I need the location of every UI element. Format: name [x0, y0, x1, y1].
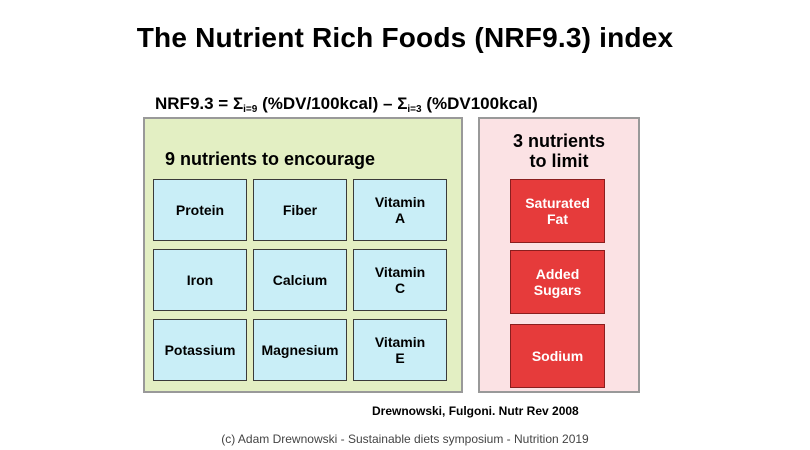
nrf-formula: NRF9.3 = Σi=9 (%DV/100kcal) – Σi=3 (%DV1…: [155, 94, 538, 115]
limit-cell-added-sugars: Added Sugars: [510, 250, 605, 314]
citation: Drewnowski, Fulgoni. Nutr Rev 2008: [372, 404, 579, 418]
nutrient-cell-vitamin-e: Vitamin E: [353, 319, 447, 381]
formula-part-2: (%DV/100kcal) – Σ: [257, 94, 408, 113]
encourage-panel: 9 nutrients to encourage Protein Fiber V…: [143, 117, 463, 393]
formula-subscript-1: i=9: [243, 104, 258, 115]
limit-panel: 3 nutrients to limit Saturated Fat Added…: [478, 117, 640, 393]
slide-title: The Nutrient Rich Foods (NRF9.3) index: [136, 22, 674, 53]
footer-credit: (c) Adam Drewnowski - Sustainable diets …: [221, 432, 589, 446]
nutrient-cell-fiber: Fiber: [253, 179, 347, 241]
formula-part-1: NRF9.3 = Σ: [155, 94, 244, 113]
limit-heading: 3 nutrients to limit: [512, 131, 605, 171]
limit-cell-sodium: Sodium: [510, 324, 605, 388]
encourage-heading: 9 nutrients to encourage: [165, 149, 376, 169]
nutrient-cell-vitamin-a: Vitamin A: [353, 179, 447, 241]
nutrient-cell-iron: Iron: [153, 249, 247, 311]
nutrient-cell-magnesium: Magnesium: [253, 319, 347, 381]
nutrient-cell-calcium: Calcium: [253, 249, 347, 311]
limit-cell-saturated-fat: Saturated Fat: [510, 179, 605, 243]
nutrient-cell-protein: Protein: [153, 179, 247, 241]
nutrient-cell-potassium: Potassium: [153, 319, 247, 381]
nutrient-cell-vitamin-c: Vitamin C: [353, 249, 447, 311]
formula-subscript-2: i=3: [407, 104, 422, 115]
formula-part-3: (%DV100kcal): [421, 94, 538, 113]
